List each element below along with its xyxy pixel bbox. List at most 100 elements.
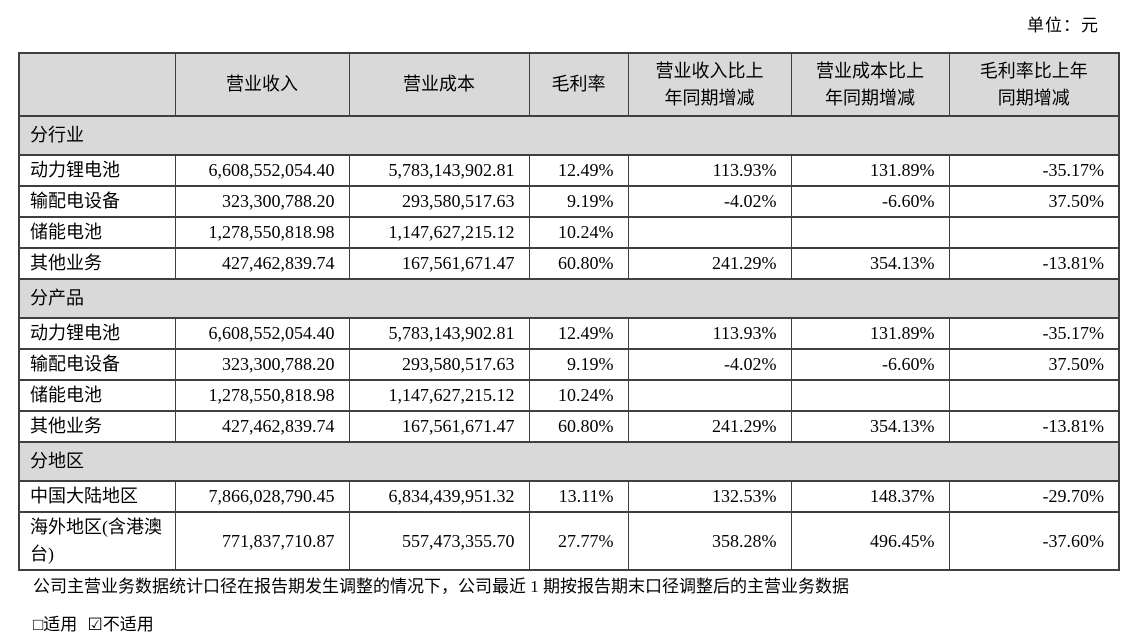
margin-cell: 12.49%	[528, 317, 629, 350]
header-cost: 营业成本	[348, 52, 530, 117]
row-label-cell: 中国大陆地区	[18, 480, 176, 513]
header-blank-cell	[18, 52, 176, 117]
margin-cell: 9.19%	[528, 348, 629, 381]
not-applicable-checkbox-option: ☑不适用	[87, 615, 154, 634]
cost-cell: 167,561,671.47	[348, 410, 530, 443]
margin-cell: 27.77%	[528, 511, 629, 571]
cost-cell: 1,147,627,215.12	[348, 379, 530, 412]
revenue-change-cell: 113.93%	[627, 317, 792, 350]
header-cost-change: 营业成本比上 年同期增减	[790, 52, 950, 117]
cost-change-cell: 131.89%	[790, 154, 950, 187]
section-label: 分行业	[18, 115, 1120, 156]
header-margin: 毛利率	[528, 52, 629, 117]
revenue-cell: 427,462,839.74	[174, 247, 350, 280]
revenue-change-cell: 241.29%	[627, 410, 792, 443]
cost-cell: 5,783,143,902.81	[348, 317, 530, 350]
data-row: 动力锂电池 6,608,552,054.40 5,783,143,902.81 12.…	[18, 317, 1120, 350]
cost-change-cell: 131.89%	[790, 317, 950, 350]
revenue-change-cell	[627, 216, 792, 249]
applicable-checkbox-option: □适用	[33, 615, 78, 634]
cost-change-cell: 148.37%	[790, 480, 950, 513]
cost-cell: 5,783,143,902.81	[348, 154, 530, 187]
section-row: 分地区	[18, 441, 1120, 482]
data-row: 其他业务 427,462,839.74 167,561,671.47 60.80% 24…	[18, 247, 1120, 280]
cost-change-cell	[790, 379, 950, 412]
margin-change-cell: 37.50%	[948, 348, 1120, 381]
revenue-change-cell: 113.93%	[627, 154, 792, 187]
row-label-cell: 其他业务	[18, 410, 176, 443]
row-label-cell: 动力锂电池	[18, 154, 176, 187]
revenue-cell: 771,837,710.87	[174, 511, 350, 571]
margin-change-cell: -13.81%	[948, 247, 1120, 280]
margin-change-cell: 37.50%	[948, 185, 1120, 218]
row-label-cell: 海外地区(含港澳台)	[18, 511, 176, 571]
margin-change-cell: -35.17%	[948, 154, 1120, 187]
revenue-cell: 1,278,550,818.98	[174, 216, 350, 249]
header-revenue-change: 营业收入比上 年同期增减	[627, 52, 792, 117]
revenue-change-cell: 241.29%	[627, 247, 792, 280]
margin-change-cell: -13.81%	[948, 410, 1120, 443]
revenue-change-cell	[627, 379, 792, 412]
revenue-change-cell: -4.02%	[627, 348, 792, 381]
cost-cell: 6,834,439,951.32	[348, 480, 530, 513]
margin-cell: 60.80%	[528, 410, 629, 443]
cost-change-cell: -6.60%	[790, 185, 950, 218]
header-margin-change: 毛利率比上年 同期增减	[948, 52, 1120, 117]
cost-cell: 167,561,671.47	[348, 247, 530, 280]
section-row: 分行业	[18, 115, 1120, 156]
revenue-cell: 323,300,788.20	[174, 348, 350, 381]
revenue-cell: 7,866,028,790.45	[174, 480, 350, 513]
margin-cell: 12.49%	[528, 154, 629, 187]
margin-change-cell: -35.17%	[948, 317, 1120, 350]
cost-change-cell: -6.60%	[790, 348, 950, 381]
applicability-line: □适用 ☑不适用	[33, 610, 160, 635]
data-row: 储能电池 1,278,550,818.98 1,147,627,215.12 10.2…	[18, 216, 1120, 249]
cost-change-cell: 354.13%	[790, 247, 950, 280]
row-label-cell: 其他业务	[18, 247, 176, 280]
data-row: 储能电池 1,278,550,818.98 1,147,627,215.12 10.2…	[18, 379, 1120, 412]
row-label-cell: 储能电池	[18, 216, 176, 249]
section-label: 分地区	[18, 441, 1120, 482]
margin-change-cell: -37.60%	[948, 511, 1120, 571]
margin-cell: 13.11%	[528, 480, 629, 513]
footnote-text: 公司主营业务数据统计口径在报告期发生调整的情况下，公司最近 1 期按报告期末口径…	[33, 577, 849, 596]
data-row: 海外地区(含港澳台) 771,837,710.87 557,473,355.70 27…	[18, 511, 1120, 571]
cost-cell: 1,147,627,215.12	[348, 216, 530, 249]
data-row: 动力锂电池 6,608,552,054.40 5,783,143,902.81 12.…	[18, 154, 1120, 187]
row-label-cell: 储能电池	[18, 379, 176, 412]
table-header-row: 营业收入 营业成本 毛利率 营业收入比上 年同期增减 营业成本比上 年同期增减 …	[18, 52, 1120, 117]
margin-cell: 9.19%	[528, 185, 629, 218]
margin-cell: 10.24%	[528, 379, 629, 412]
cost-change-cell: 354.13%	[790, 410, 950, 443]
row-label-cell: 输配电设备	[18, 185, 176, 218]
margin-change-cell: -29.70%	[948, 480, 1120, 513]
main-business-data-table: 营业收入 营业成本 毛利率 营业收入比上 年同期增减 营业成本比上 年同期增减 …	[18, 52, 1120, 571]
cost-change-cell	[790, 216, 950, 249]
cost-cell: 293,580,517.63	[348, 185, 530, 218]
section-label: 分产品	[18, 278, 1120, 319]
revenue-cell: 323,300,788.20	[174, 185, 350, 218]
margin-cell: 60.80%	[528, 247, 629, 280]
margin-change-cell	[948, 379, 1120, 412]
row-label-cell: 动力锂电池	[18, 317, 176, 350]
header-revenue: 营业收入	[174, 52, 350, 117]
cost-cell: 293,580,517.63	[348, 348, 530, 381]
margin-change-cell	[948, 216, 1120, 249]
margin-cell: 10.24%	[528, 216, 629, 249]
section-row: 分产品	[18, 278, 1120, 319]
revenue-cell: 427,462,839.74	[174, 410, 350, 443]
row-label-cell: 输配电设备	[18, 348, 176, 381]
revenue-cell: 6,608,552,054.40	[174, 154, 350, 187]
cost-change-cell: 496.45%	[790, 511, 950, 571]
data-row: 其他业务 427,462,839.74 167,561,671.47 60.80% 24…	[18, 410, 1120, 443]
revenue-cell: 6,608,552,054.40	[174, 317, 350, 350]
data-row: 输配电设备 323,300,788.20 293,580,517.63 9.19% -4…	[18, 348, 1120, 381]
revenue-change-cell: 132.53%	[627, 480, 792, 513]
data-row: 中国大陆地区 7,866,028,790.45 6,834,439,951.32 13…	[18, 480, 1120, 513]
revenue-cell: 1,278,550,818.98	[174, 379, 350, 412]
cost-cell: 557,473,355.70	[348, 511, 530, 571]
data-row: 输配电设备 323,300,788.20 293,580,517.63 9.19% -4…	[18, 185, 1120, 218]
revenue-change-cell: 358.28%	[627, 511, 792, 571]
revenue-change-cell: -4.02%	[627, 185, 792, 218]
